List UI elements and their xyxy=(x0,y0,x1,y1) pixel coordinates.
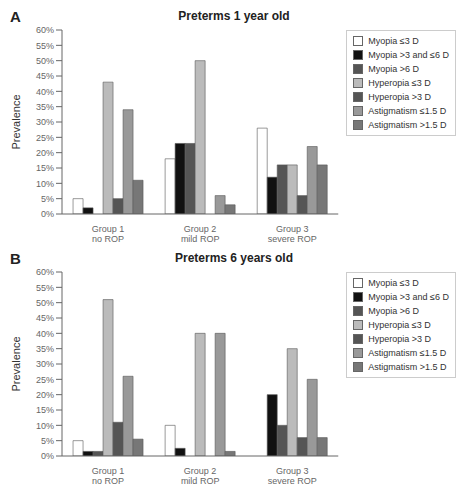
svg-text:60%: 60% xyxy=(36,267,54,277)
svg-text:Group 1no ROP: Group 1no ROP xyxy=(92,466,125,486)
html-text:Astigmatism ≤1.5 D: Astigmatism ≤1.5 D xyxy=(368,106,447,116)
html-text:Hyperopia >3 D: Hyperopia >3 D xyxy=(368,334,431,344)
html-text:Astigmatism ≤1.5 D: Astigmatism ≤1.5 D xyxy=(368,348,447,358)
svg-text:Group 2mild ROP: Group 2mild ROP xyxy=(181,466,220,486)
svg-text:50%: 50% xyxy=(36,298,54,308)
svg-text:20%: 20% xyxy=(36,390,54,400)
svg-text:Prevalence: Prevalence xyxy=(10,94,22,149)
svg-text:45%: 45% xyxy=(36,313,54,323)
svg-text:50%: 50% xyxy=(36,56,54,66)
html-text:Preterms 1 year old: Preterms 1 year old xyxy=(178,9,290,23)
html-text:Hyperopia >3 D: Hyperopia >3 D xyxy=(368,92,431,102)
svg-text:45%: 45% xyxy=(36,71,54,81)
svg-text:60%: 60% xyxy=(36,25,54,35)
svg-text:5%: 5% xyxy=(41,436,54,446)
svg-text:35%: 35% xyxy=(36,102,54,112)
html-text:Preterms 6 years old: Preterms 6 years old xyxy=(175,251,293,265)
svg-text:55%: 55% xyxy=(36,283,54,293)
html-text:Hyperopia ≤3 D: Hyperopia ≤3 D xyxy=(368,78,431,88)
svg-text:10%: 10% xyxy=(36,179,54,189)
svg-text:40%: 40% xyxy=(36,329,54,339)
svg-text:Group 2mild ROP: Group 2mild ROP xyxy=(181,224,220,244)
svg-text:Group 1no ROP: Group 1no ROP xyxy=(92,224,125,244)
svg-text:30%: 30% xyxy=(36,117,54,127)
svg-text:40%: 40% xyxy=(36,87,54,97)
html-text:A: A xyxy=(10,8,21,25)
svg-text:5%: 5% xyxy=(41,194,54,204)
html-text:Myopia ≤3 D: Myopia ≤3 D xyxy=(368,36,419,46)
svg-text:15%: 15% xyxy=(36,163,54,173)
html-text:Myopia >6 D: Myopia >6 D xyxy=(368,306,419,316)
html-text:Astigmatism >1.5 D: Astigmatism >1.5 D xyxy=(368,120,447,130)
svg-text:10%: 10% xyxy=(36,421,54,431)
html-text:Myopia >3 and ≤6 D: Myopia >3 and ≤6 D xyxy=(368,292,449,302)
svg-text:Group 3severe ROP: Group 3severe ROP xyxy=(268,466,317,486)
html-text:Astigmatism >1.5 D: Astigmatism >1.5 D xyxy=(368,362,447,372)
svg-text:0%: 0% xyxy=(41,209,54,219)
svg-text:25%: 25% xyxy=(36,375,54,385)
svg-text:Prevalence: Prevalence xyxy=(10,336,22,391)
svg-text:30%: 30% xyxy=(36,359,54,369)
html-text:Myopia >6 D: Myopia >6 D xyxy=(368,64,419,74)
html-text:Hyperopia ≤3 D: Hyperopia ≤3 D xyxy=(368,320,431,330)
svg-text:55%: 55% xyxy=(36,41,54,51)
svg-text:0%: 0% xyxy=(41,451,54,461)
svg-text:35%: 35% xyxy=(36,344,54,354)
html-text:Myopia ≤3 D: Myopia ≤3 D xyxy=(368,278,419,288)
svg-text:25%: 25% xyxy=(36,133,54,143)
svg-text:15%: 15% xyxy=(36,405,54,415)
html-text:Myopia >3 and ≤6 D: Myopia >3 and ≤6 D xyxy=(368,50,449,60)
html-text:B: B xyxy=(10,250,21,267)
svg-text:20%: 20% xyxy=(36,148,54,158)
svg-text:Group 3severe ROP: Group 3severe ROP xyxy=(268,224,317,244)
